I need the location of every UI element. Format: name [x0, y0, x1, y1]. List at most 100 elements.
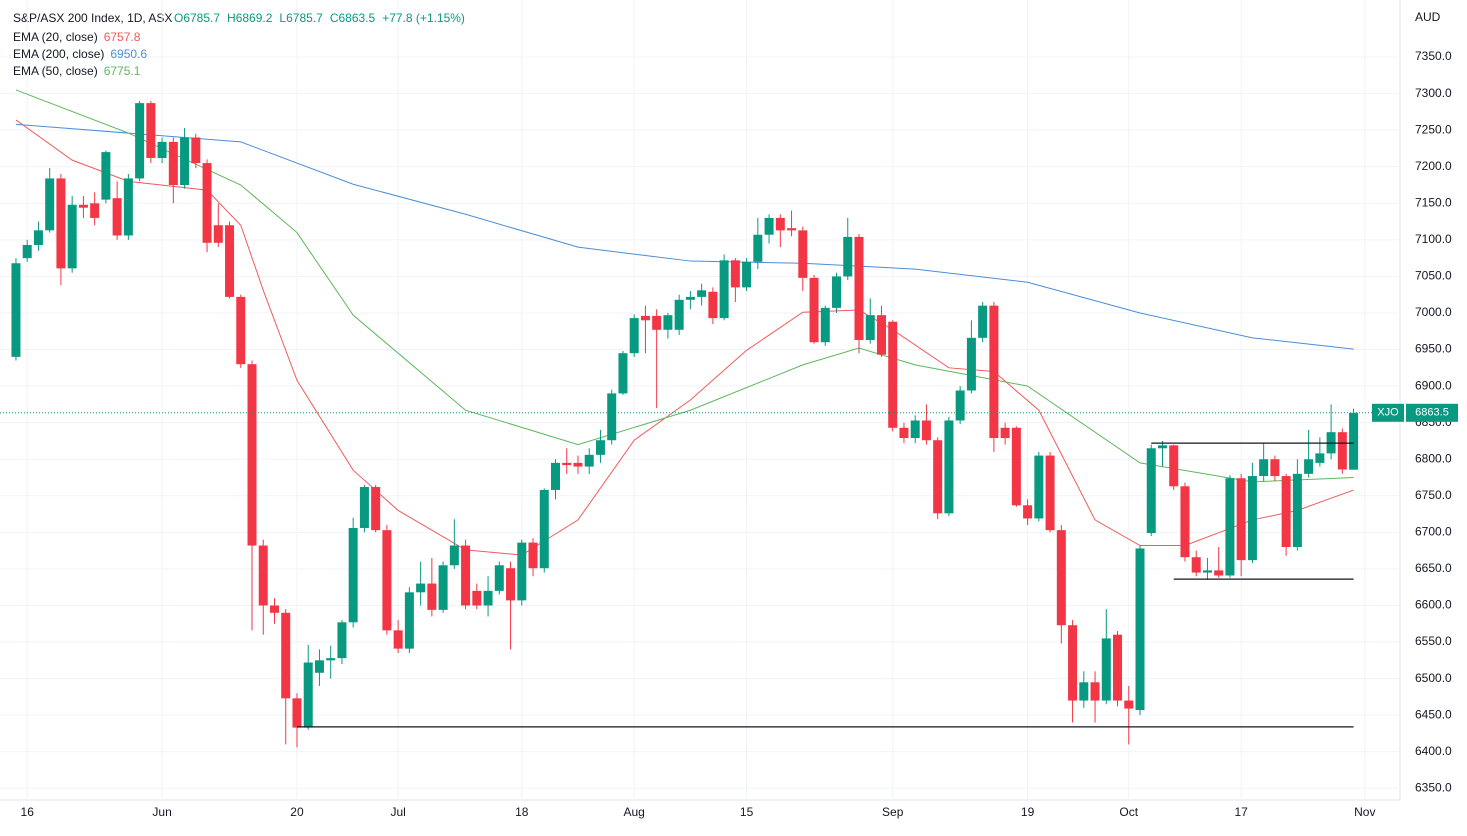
candle-body: [1202, 570, 1212, 573]
candle-body: [820, 307, 830, 343]
y-tick-label: 7050.0: [1415, 269, 1452, 283]
candle-body: [775, 217, 785, 231]
candle-body: [157, 141, 167, 158]
candle-body: [517, 542, 527, 601]
candle-body: [910, 420, 920, 439]
candle-body: [1259, 459, 1269, 477]
candle-body: [1349, 412, 1359, 470]
candle-body: [258, 545, 268, 606]
candle-body: [45, 178, 55, 231]
candle-body: [90, 203, 100, 218]
candle-body: [1281, 476, 1291, 547]
ohlc-value: +77.8 (+1.15%): [382, 11, 465, 25]
y-tick-label: 6800.0: [1415, 451, 1452, 465]
candle-body: [180, 137, 190, 186]
candle-body: [1315, 453, 1325, 463]
candle-body: [1079, 682, 1089, 701]
candle-body: [854, 236, 864, 341]
y-tick-label: 6400.0: [1415, 744, 1452, 758]
ohlc-value: C6863.5: [330, 11, 376, 25]
legend-name: EMA (50, close): [13, 64, 98, 78]
candle-body: [618, 353, 628, 394]
candle-body: [314, 660, 324, 673]
candle-body: [528, 542, 538, 569]
candle-body: [539, 489, 549, 569]
candle-body: [629, 318, 639, 354]
y-tick-label: 6950.0: [1415, 342, 1452, 356]
x-tick-label: Oct: [1119, 805, 1138, 819]
candle-body: [1214, 570, 1224, 576]
candle-body: [202, 163, 212, 243]
candle-body: [1090, 682, 1100, 701]
candle-body: [753, 234, 763, 262]
y-tick-label: 6550.0: [1415, 634, 1452, 648]
ohlc-value: H6869.2: [227, 11, 273, 25]
candle-body: [832, 276, 842, 308]
candle-body: [595, 440, 605, 455]
candle-body: [1113, 634, 1123, 701]
candle-body: [101, 152, 111, 200]
ema-line: [15, 89, 1354, 483]
candle-body: [112, 198, 122, 236]
candle-body: [1000, 427, 1010, 439]
candle-body: [461, 545, 471, 606]
y-tick-label: 7150.0: [1415, 195, 1452, 209]
candle-body: [1157, 445, 1167, 449]
candle-body: [719, 260, 729, 319]
candle-body: [1034, 455, 1044, 519]
price-tag-label: 6863.5: [1415, 407, 1449, 419]
candle-body: [978, 305, 988, 338]
price-tag: [1406, 403, 1458, 422]
candle-body: [168, 141, 178, 186]
candle-body: [584, 454, 594, 467]
candle-body: [303, 662, 313, 728]
candle-body: [899, 427, 909, 439]
x-tick-label: Sep: [882, 805, 904, 819]
legend-value: 6950.6: [110, 47, 147, 61]
ohlc-value: L6785.7: [279, 11, 323, 25]
y-tick-label: 7100.0: [1415, 232, 1452, 246]
candle-body: [1292, 473, 1302, 547]
candle-body: [427, 583, 437, 610]
candle-body: [551, 462, 561, 490]
candle-body: [67, 204, 77, 269]
candle-body: [213, 225, 223, 243]
candle-body: [449, 545, 459, 566]
candle-body: [404, 592, 414, 649]
candle-body: [1101, 638, 1111, 701]
candle-body: [483, 590, 493, 606]
y-tick-label: 7350.0: [1415, 49, 1452, 63]
legend-value: 6757.8: [104, 30, 141, 44]
candle-body: [573, 462, 583, 467]
candle-body: [944, 420, 954, 514]
candle-body: [685, 296, 695, 300]
y-tick-label: 6350.0: [1415, 780, 1452, 794]
symbol-tag: [1372, 403, 1404, 422]
y-tick-label: 7200.0: [1415, 159, 1452, 173]
candle-body: [787, 228, 797, 231]
candle-body: [1135, 548, 1145, 711]
y-tick-label: 7250.0: [1415, 122, 1452, 136]
candle-body: [809, 277, 819, 343]
x-tick-label: Jun: [152, 805, 171, 819]
candle-body: [663, 315, 673, 330]
y-tick-label: 6450.0: [1415, 707, 1452, 721]
candle-body: [135, 103, 145, 179]
candle-body: [1191, 557, 1201, 573]
candle-body: [933, 440, 943, 514]
candle-body: [1056, 530, 1066, 626]
candle-body: [921, 420, 931, 441]
y-tick-label: 6700.0: [1415, 525, 1452, 539]
x-tick-label: 15: [740, 805, 754, 819]
candle-body: [607, 393, 617, 441]
candle-body: [506, 568, 516, 601]
candle-body: [876, 315, 886, 355]
candle-body: [1247, 476, 1257, 561]
candle-body: [1023, 505, 1033, 519]
candle-body: [382, 530, 392, 631]
candle-body: [730, 260, 740, 288]
candle-body: [438, 565, 448, 610]
candle-body: [1045, 455, 1055, 531]
candle-body: [123, 178, 133, 236]
